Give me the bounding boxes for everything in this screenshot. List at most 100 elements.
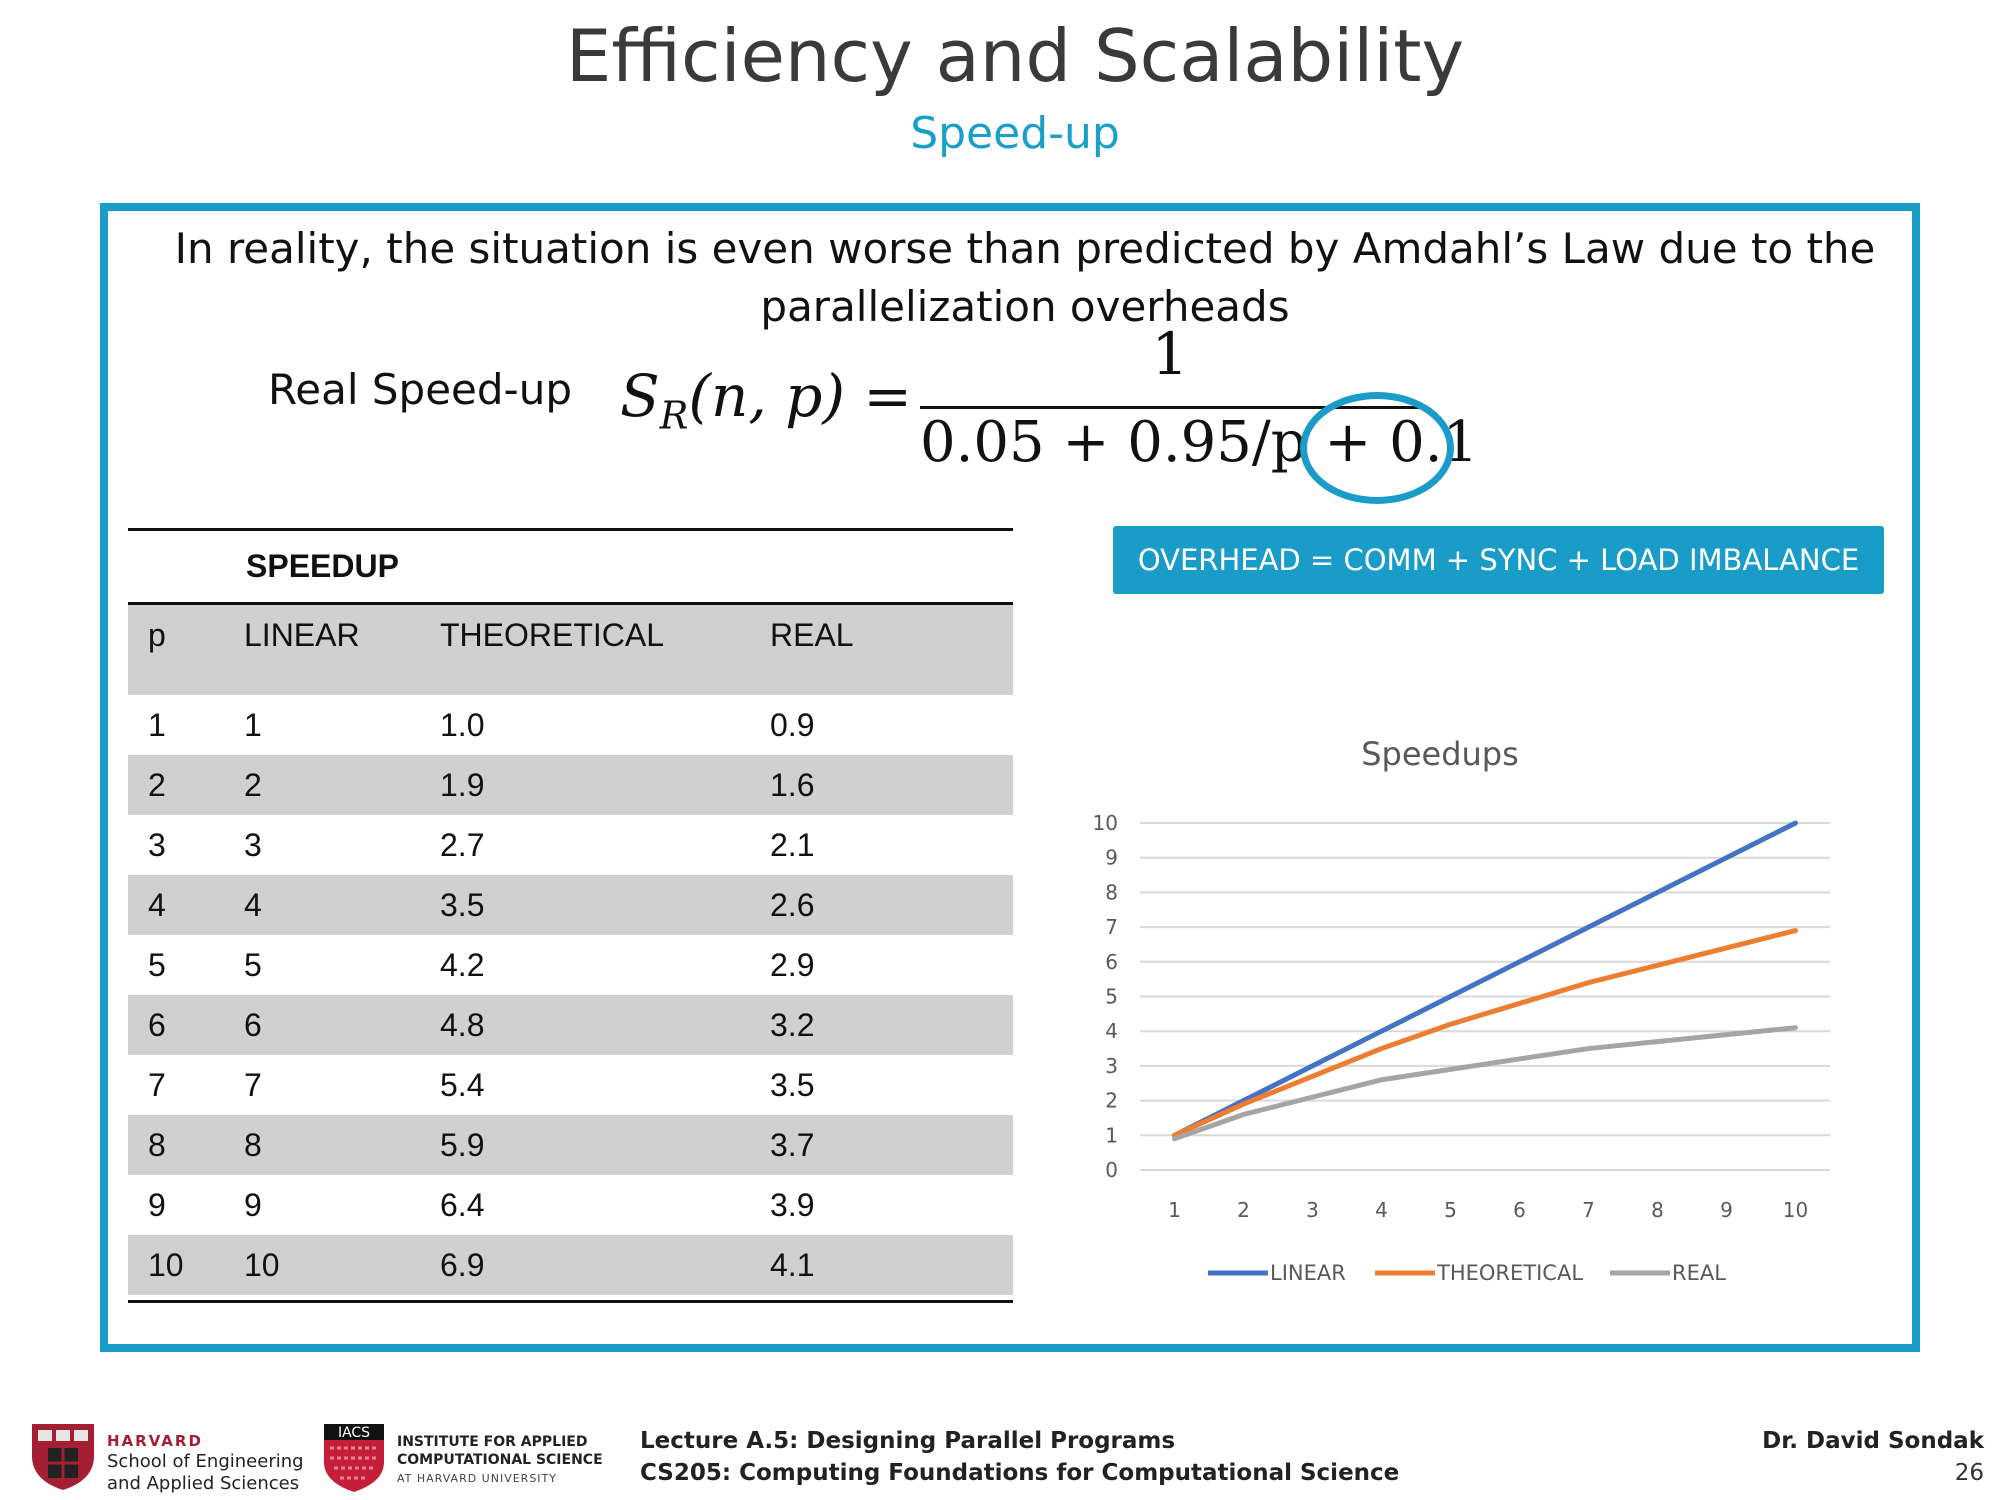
legend-label-linear: LINEAR [1270,1261,1346,1285]
header-p: p [148,617,166,653]
cell-real: 3.7 [770,1127,815,1163]
y-tick-label: 5 [1105,985,1118,1009]
formula-numerator: 1 [1151,320,1189,388]
table-row: 5 5 4.2 2.9 [128,935,1013,995]
x-tick-label: 3 [1306,1198,1319,1222]
x-tick-label: 6 [1513,1198,1526,1222]
cell-theoretical: 4.2 [440,947,485,983]
legend-label-real: REAL [1672,1261,1726,1285]
chart-x-ticks: 1 2 3 4 5 6 7 8 9 10 [1168,1198,1808,1222]
cell-real: 2.9 [770,947,815,983]
course-title: CS205: Computing Foundations for Computa… [640,1460,1400,1486]
header-linear: LINEAR [244,617,360,653]
cell-linear: 6 [244,1007,262,1043]
cell-p: 5 [148,947,166,983]
y-tick-label: 10 [1093,811,1118,835]
cell-real: 1.6 [770,767,815,803]
slide-subtitle: Speed-up [910,108,1120,159]
cell-theoretical: 6.9 [440,1247,485,1283]
chart-y-ticks: 0 1 2 3 4 5 6 7 8 9 10 [1093,811,1118,1182]
x-tick-label: 7 [1582,1198,1595,1222]
x-tick-label: 8 [1651,1198,1664,1222]
cell-p: 10 [148,1247,184,1283]
series-line-theoretical [1172,928,1798,1138]
table-row: 10 10 6.9 4.1 [128,1235,1013,1295]
table-row: 9 9 6.4 3.9 [128,1175,1013,1235]
cell-p: 6 [148,1007,166,1043]
table-bottom-rule [128,1300,1013,1303]
iacs-name-line2: COMPUTATIONAL SCIENCE [397,1452,603,1468]
lecture-title: Lecture A.5: Designing Parallel Programs [640,1428,1176,1454]
cell-theoretical: 2.7 [440,827,485,863]
cell-p: 4 [148,887,166,923]
chart-series [1172,820,1798,1142]
series-line-real [1172,1025,1798,1142]
cell-linear: 7 [244,1067,262,1103]
formula-lhs-args: (n, p) = [688,362,913,430]
iacs-name-line1: INSTITUTE FOR APPLIED [397,1434,588,1450]
legend-label-theoretical: THEORETICAL [1436,1261,1583,1285]
y-tick-label: 7 [1105,915,1118,939]
cell-linear: 10 [244,1247,280,1283]
formula-fraction-bar [920,406,1420,409]
chart-gridlines [1140,822,1830,1171]
table-row: 1 1 1.0 0.9 [128,695,1013,755]
slide-title: Efficiency and Scalability [565,14,1465,98]
y-tick-label: 1 [1105,1123,1118,1147]
cell-p: 8 [148,1127,166,1163]
formula-lhs: SR(n, p) = [620,362,912,438]
cell-p: 1 [148,707,166,743]
cell-linear: 4 [244,887,262,923]
cell-linear: 8 [244,1127,262,1163]
table-row: 7 7 5.4 3.5 [128,1055,1013,1115]
table-header-row: p LINEAR THEORETICAL REAL [128,605,1013,695]
intro-text: In reality, the situation is even worse … [174,224,1876,331]
seas-name-line2: and Applied Sciences [107,1473,300,1494]
formula-lhs-main: S [620,362,660,430]
header-real: REAL [770,617,854,653]
content-frame [100,203,1920,1352]
seas-name-line1: School of Engineering [107,1451,304,1472]
table-top-rule [128,528,1013,531]
iacs-name-line3: AT HARVARD UNIVERSITY [397,1472,557,1485]
harvard-shield-logo [32,1424,94,1490]
cell-linear: 9 [244,1187,262,1223]
cell-linear: 3 [244,827,262,863]
real-speedup-label: Real Speed-up [268,365,572,414]
overhead-highlight-circle [1300,392,1454,504]
speedups-chart: Speedups 0 1 2 3 4 5 6 7 8 9 10 1 2 3 4 5 6 7 8 9 10 LINEAR… [1093,735,1830,1285]
x-tick-label: 4 [1375,1198,1388,1222]
cell-real: 3.9 [770,1187,815,1223]
author-name: Dr. David Sondak [1762,1428,1984,1454]
iacs-logo: IACS [324,1424,384,1492]
cell-real: 3.5 [770,1067,815,1103]
iacs-badge-text: IACS [338,1425,370,1441]
header-theoretical: THEORETICAL [440,617,665,653]
cell-real: 3.2 [770,1007,815,1043]
x-tick-label: 9 [1720,1198,1733,1222]
cell-p: 3 [148,827,166,863]
y-tick-label: 9 [1105,846,1118,870]
cell-p: 7 [148,1067,166,1103]
x-tick-label: 2 [1237,1198,1250,1222]
cell-p: 9 [148,1187,166,1223]
y-tick-label: 0 [1105,1158,1118,1182]
chart-title: Speedups [1361,735,1519,773]
page-number: 26 [1954,1460,1984,1486]
y-tick-label: 6 [1105,950,1118,974]
cell-real: 0.9 [770,707,815,743]
x-tick-label: 10 [1783,1198,1808,1222]
cell-theoretical: 5.9 [440,1127,485,1163]
cell-theoretical: 6.4 [440,1187,485,1223]
y-tick-label: 2 [1105,1089,1118,1113]
formula-lhs-sub: R [659,393,689,438]
table-title: SPEEDUP [246,548,399,584]
x-tick-label: 5 [1444,1198,1457,1222]
x-tick-label: 1 [1168,1198,1181,1222]
table-row: 3 3 2.7 2.1 [128,815,1013,875]
cell-real: 4.1 [770,1247,815,1283]
cell-theoretical: 4.8 [440,1007,485,1043]
series-line-linear [1172,820,1798,1138]
cell-linear: 5 [244,947,262,983]
cell-theoretical: 5.4 [440,1067,485,1103]
